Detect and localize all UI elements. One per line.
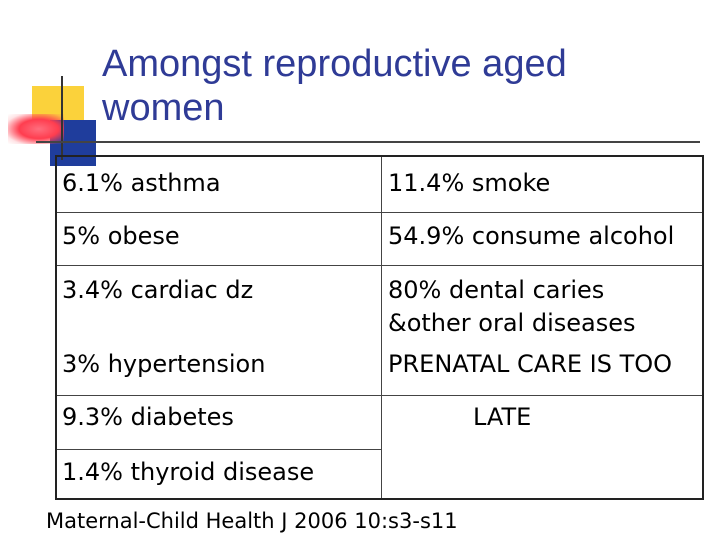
table-cell-diabetes: 9.3% diabetes [62,403,234,431]
table-cell-cardiac: 3.4% cardiac dz [62,276,254,304]
title-line-2: women [102,87,225,129]
table-cell-dental-caries: 80% dental caries [388,276,605,304]
citation: Maternal-Child Health J 2006 10:s3-s11 [46,509,458,533]
title-line-1: Amongst reproductive aged [102,43,567,85]
row-divider [57,449,381,450]
table-cell-alcohol: 54.9% consume alcohol [388,222,675,250]
column-divider [381,157,382,498]
table-cell-thyroid: 1.4% thyroid disease [62,458,315,486]
title-underline [36,141,700,143]
table-cell-prenatal-care: PRENATAL CARE IS TOO [388,350,673,378]
table-cell-hypertension: 3% hypertension [62,350,266,378]
table-cell-oral-diseases: &other oral diseases [388,309,636,337]
decorative-vertical-line [61,76,63,160]
decorative-red-square [8,114,64,144]
statistics-table: 6.1% asthma 5% obese 3.4% cardiac dz 3% … [55,155,704,500]
row-divider [57,395,702,396]
slide-title: Amongst reproductive aged women [102,42,702,130]
table-cell-smoke: 11.4% smoke [388,169,551,197]
table-cell-late: LATE [473,403,532,431]
row-divider [57,265,702,266]
table-cell-obese: 5% obese [62,222,180,250]
table-cell-asthma: 6.1% asthma [62,169,221,197]
row-divider [57,212,702,213]
